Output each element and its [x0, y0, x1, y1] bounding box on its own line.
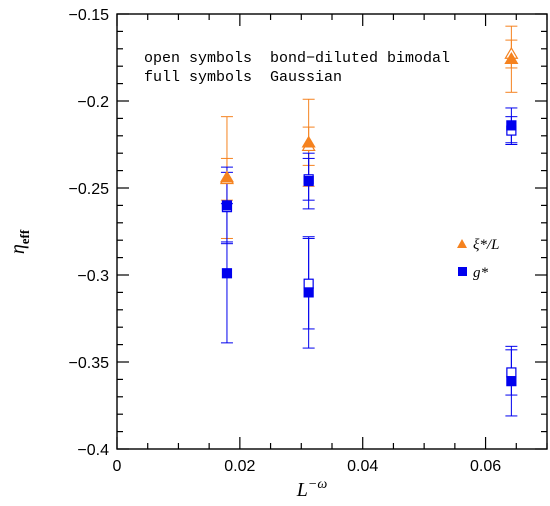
- tick-labels: 0 0.02 0.04 0.06 −0.4 −0.35 −0.3 −0.25 −0.2 −0.15: [69, 7, 502, 475]
- x-axis-title: L−ω: [296, 477, 328, 501]
- axis-ticks: [116, 13, 548, 450]
- square-marker: [221, 200, 233, 211]
- square-marker: [506, 367, 517, 378]
- svg-text:ηeff: ηeff: [7, 229, 32, 254]
- y-tick-label: −0.35: [69, 355, 110, 372]
- y-tick-label: −0.15: [69, 7, 110, 24]
- y-axis-title-sub: eff: [17, 229, 32, 244]
- triangle-marker: [301, 135, 316, 148]
- x-axis-title-main: L: [296, 479, 308, 501]
- x-tick-label: 0: [113, 458, 122, 475]
- legend-label-g: g*: [473, 265, 489, 281]
- y-tick-label: −0.25: [69, 181, 110, 198]
- legend-marker-g: [458, 267, 467, 276]
- square-marker: [506, 376, 517, 387]
- y-tick-label: −0.2: [77, 94, 109, 111]
- square-marker: [303, 175, 314, 187]
- data-markers: [219, 46, 519, 387]
- y-axis-title: ηeff: [7, 229, 32, 254]
- square-marker: [506, 120, 517, 131]
- x-axis-title-sup: −ω: [308, 477, 327, 492]
- legend-marker-xi: [457, 239, 467, 248]
- annotation-open-symbols: open symbols bond−diluted bimodal: [144, 50, 450, 67]
- square-marker: [303, 287, 314, 298]
- triangle-marker: [504, 52, 519, 65]
- x-tick-label: 0.02: [224, 458, 255, 475]
- square-marker: [221, 268, 233, 279]
- x-tick-label: 0.04: [347, 458, 378, 475]
- triangle-marker: [219, 170, 235, 183]
- x-tick-label: 0.06: [470, 458, 501, 475]
- y-tick-label: −0.3: [77, 268, 109, 285]
- y-tick-label: −0.4: [77, 442, 109, 459]
- svg-text:L−ω: L−ω: [296, 477, 328, 501]
- legend-label-xi: ξ*/L: [473, 237, 499, 253]
- square-marker: [303, 278, 314, 289]
- annotation-full-symbols: full symbols Gaussian: [144, 69, 342, 86]
- legend: ξ*/L g*: [457, 237, 499, 281]
- y-axis-title-main: η: [7, 244, 29, 254]
